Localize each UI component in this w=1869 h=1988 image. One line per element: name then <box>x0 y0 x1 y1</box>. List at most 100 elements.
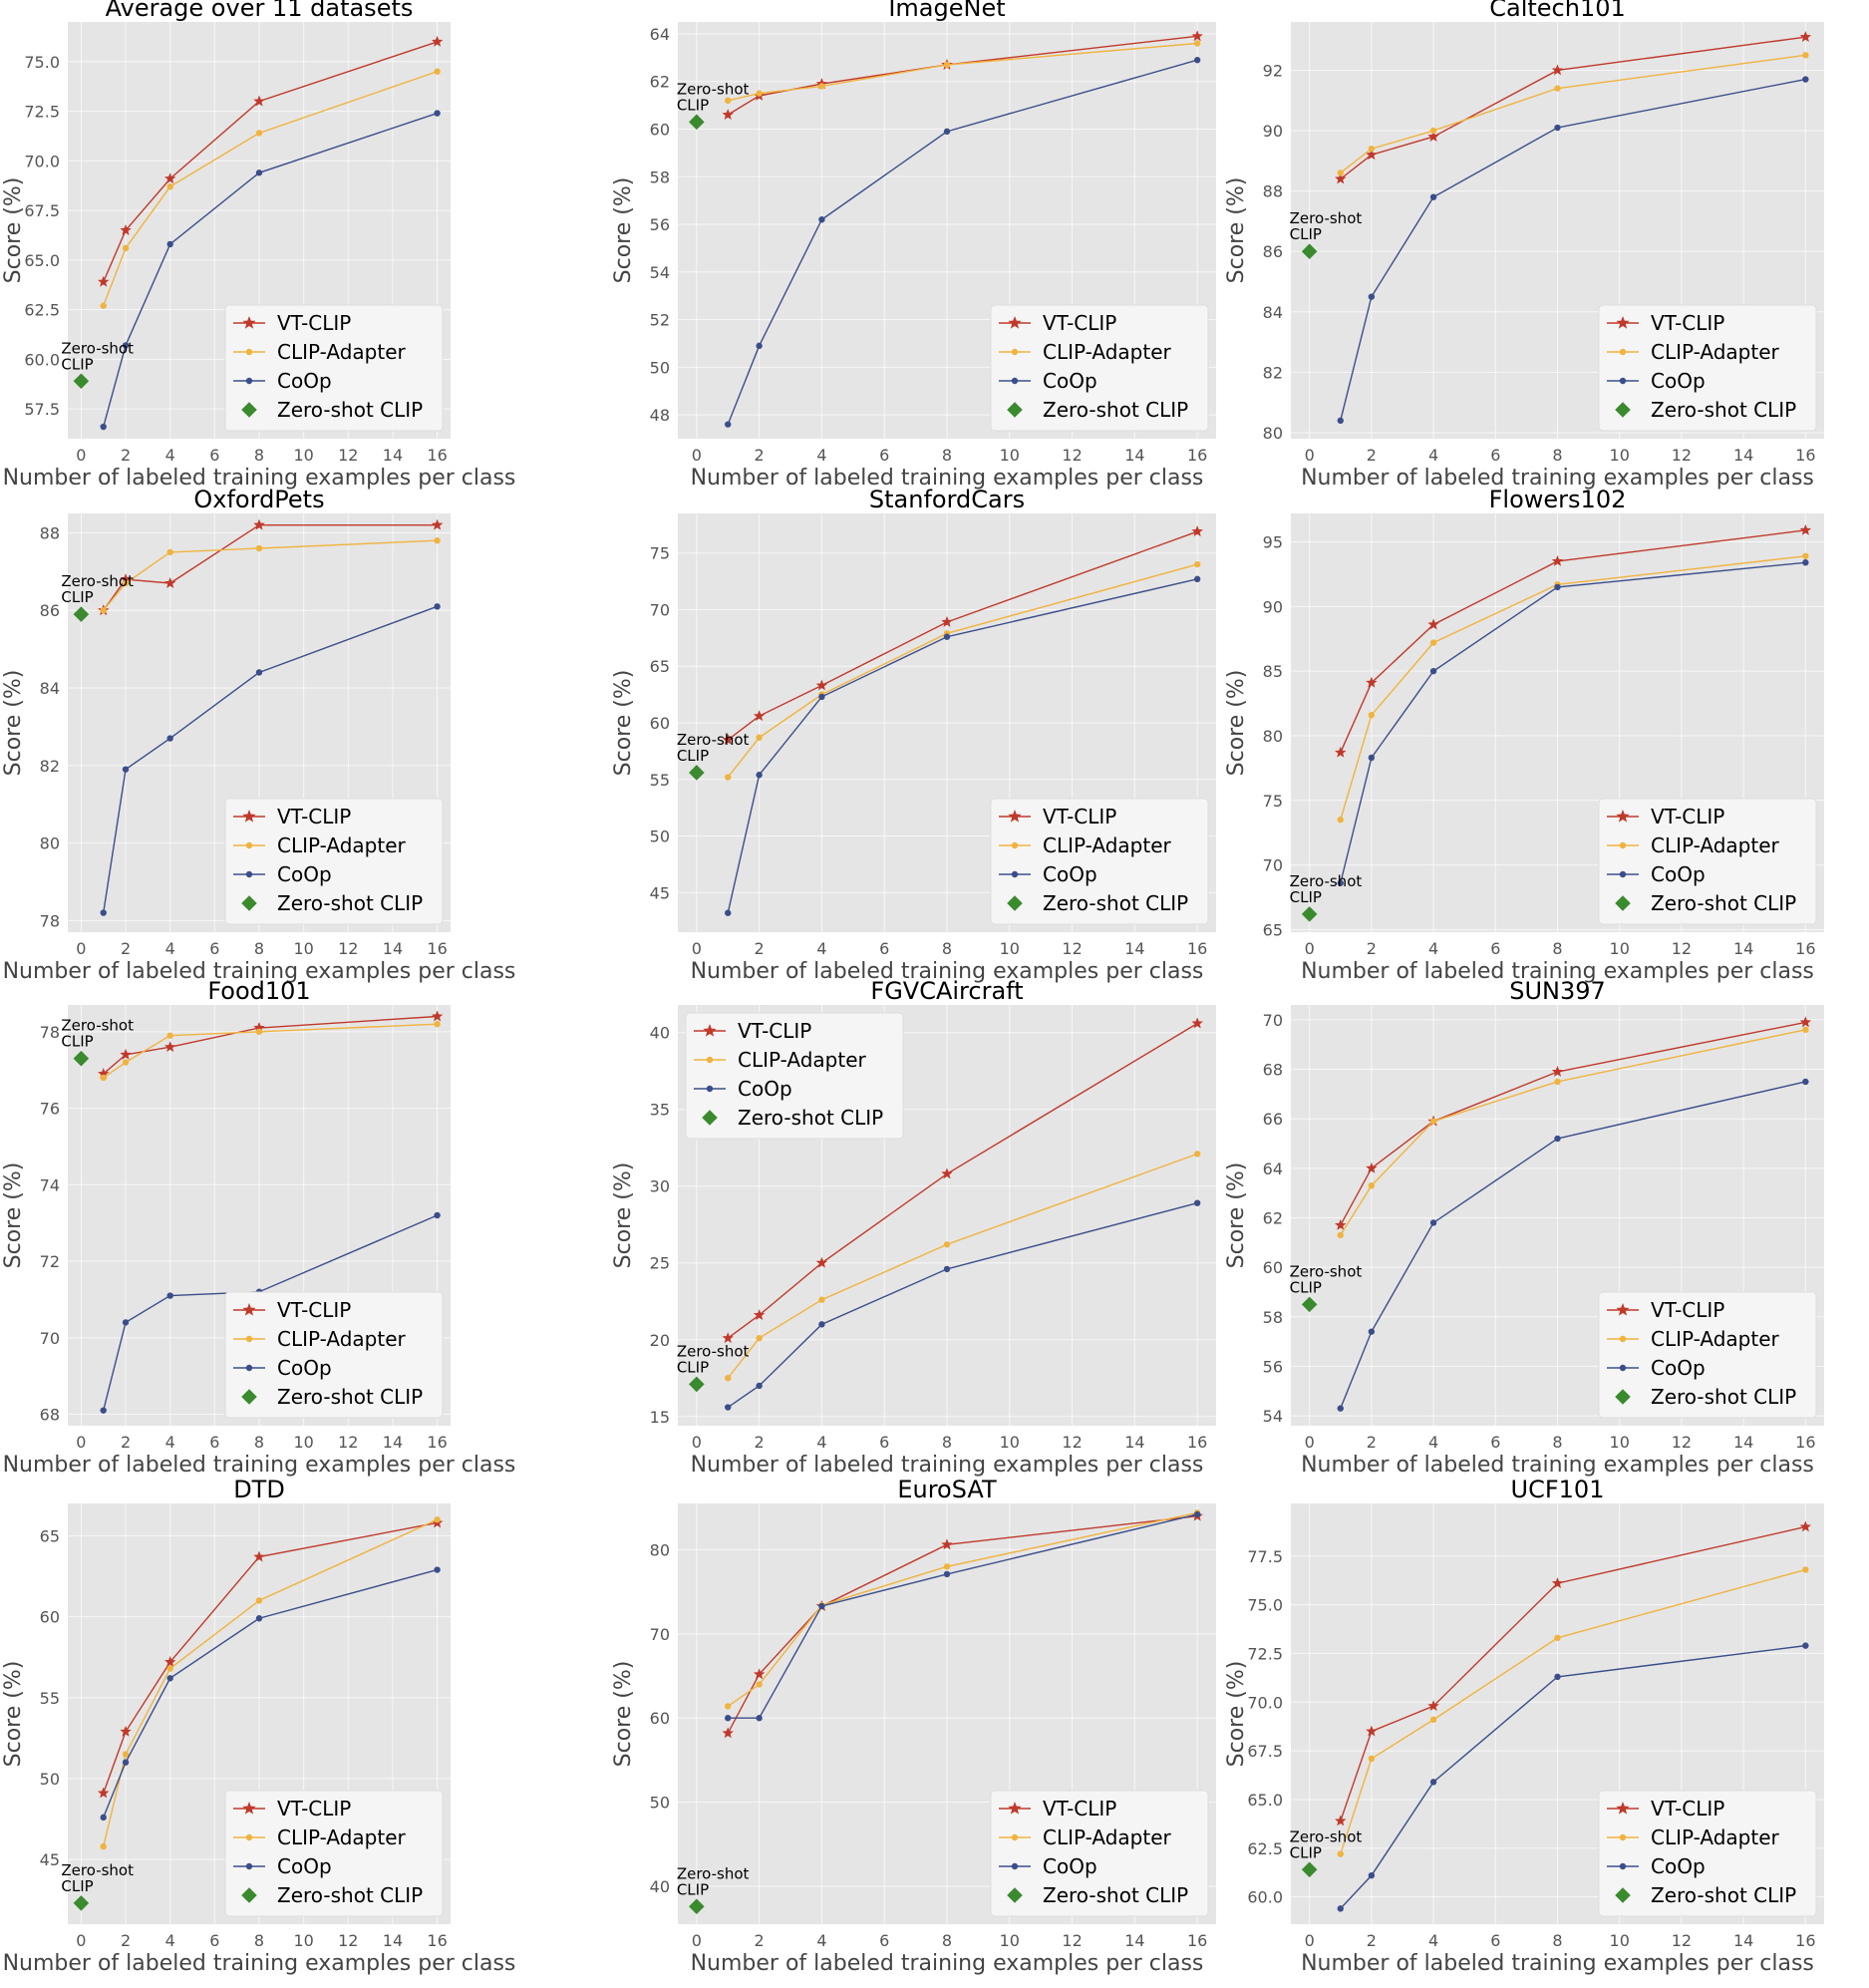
legend: VT-CLIP CLIP-Adapter CoOp Zero-shot CLIP <box>685 1012 904 1140</box>
legend-label: CoOp <box>738 1077 792 1101</box>
y-tick-label: 80 <box>1263 424 1283 443</box>
data-point <box>725 421 732 428</box>
legend-marker-diamond <box>241 895 257 911</box>
chart-title: OxfordPets <box>193 486 324 513</box>
data-point <box>253 95 265 107</box>
legend-label: VT-CLIP <box>277 1797 351 1821</box>
legend: VT-CLIP CLIP-Adapter CoOp Zero-shot CLIP <box>990 798 1209 925</box>
legend-marker-diamond <box>1615 1887 1631 1903</box>
y-tick-label: 75 <box>1263 792 1283 811</box>
legend-box <box>990 304 1209 432</box>
data-point <box>1554 583 1561 591</box>
data-point <box>1337 1850 1344 1857</box>
x-tick-label: 8 <box>942 446 952 465</box>
chart-panel-10: 0 2 4 6 8 10 12 14 16 45 50 55 60 65 DTD Number of labe… <box>1 1476 515 1976</box>
data-point <box>725 1375 732 1382</box>
legend-label: VT-CLIP <box>1651 1797 1724 1821</box>
data-point <box>1429 1219 1437 1226</box>
data-point <box>1554 1673 1561 1681</box>
data-point <box>100 302 107 309</box>
data-point <box>722 1332 734 1344</box>
y-tick-label: 60 <box>650 1709 670 1728</box>
zero-shot-label: Zero-shot CLIP <box>61 1017 134 1051</box>
data-point <box>1427 618 1439 630</box>
x-tick-label: 2 <box>121 1433 131 1452</box>
zero-shot-label-line: CLIP <box>61 1877 93 1895</box>
zero-shot-point <box>1301 1296 1318 1313</box>
y-axis-label: Score (%) <box>1224 670 1249 777</box>
data-point <box>100 1074 107 1082</box>
y-tick-label: 60.0 <box>1247 1888 1283 1907</box>
zero-shot-label-line: CLIP <box>1290 1278 1322 1296</box>
legend-label: VT-CLIP <box>277 311 351 335</box>
legend-label: CoOp <box>1651 369 1706 393</box>
y-tick-label: 60 <box>650 120 670 139</box>
zero-shot-label-line: Zero-shot <box>1290 1827 1363 1845</box>
data-point <box>166 240 173 248</box>
legend-marker-dot <box>1011 1833 1019 1841</box>
y-tick-label: 56 <box>650 215 670 234</box>
x-tick-label: 12 <box>1062 1433 1082 1452</box>
legend-marker-star <box>1616 1802 1630 1815</box>
data-point <box>943 1570 951 1578</box>
zero-shot-label-line: CLIP <box>61 1033 93 1051</box>
data-point <box>1335 1815 1347 1826</box>
data-point <box>815 679 828 691</box>
data-point <box>756 342 763 350</box>
y-tick-label: 48 <box>650 406 670 425</box>
y-tick-label: 55 <box>650 771 670 790</box>
data-point <box>1802 552 1809 559</box>
data-point <box>818 1321 825 1328</box>
y-tick-label: 70 <box>1263 856 1283 875</box>
legend-marker-dot <box>245 1833 253 1841</box>
zero-shot-label: Zero-shot CLIP <box>677 1864 750 1898</box>
data-point <box>122 766 130 773</box>
x-tick-label: 12 <box>1672 446 1692 465</box>
legend-label: VT-CLIP <box>1651 311 1724 335</box>
zero-shot-label-line: Zero-shot <box>1290 872 1363 890</box>
legend-label: CoOp <box>1043 369 1097 393</box>
data-point <box>1368 1182 1376 1189</box>
legend: VT-CLIP CLIP-Adapter CoOp Zero-shot CLIP <box>1598 798 1817 925</box>
data-point <box>100 1407 107 1414</box>
zero-shot-label: Zero-shot CLIP <box>61 1861 134 1895</box>
data-point <box>1551 1577 1564 1588</box>
x-tick-label: 6 <box>1490 1931 1500 1950</box>
legend-label: CLIP-Adapter <box>1651 833 1780 857</box>
data-point <box>163 1041 176 1053</box>
data-point <box>725 1703 732 1710</box>
y-axis-label: Score (%) <box>611 670 636 777</box>
y-tick-label: 65 <box>650 657 670 676</box>
x-axis-label: Number of labeled training examples per … <box>691 1951 1204 1976</box>
y-tick-label: 84 <box>1263 303 1283 322</box>
y-tick-label: 70 <box>1263 1011 1283 1030</box>
chart-title: Flowers102 <box>1489 486 1627 513</box>
data-point <box>98 1787 110 1799</box>
x-tick-label: 10 <box>1610 939 1630 958</box>
legend-label: Zero-shot CLIP <box>1651 398 1796 422</box>
legend-box <box>685 1012 904 1140</box>
legend-label: VT-CLIP <box>1043 1797 1116 1821</box>
x-tick-label: 4 <box>1428 1931 1438 1950</box>
legend-label: VT-CLIP <box>1651 1298 1724 1322</box>
legend-marker-diamond <box>1615 402 1631 418</box>
y-tick-label: 57.5 <box>24 400 60 419</box>
data-point <box>166 1292 173 1299</box>
data-point <box>120 1048 132 1060</box>
legend-marker-diamond <box>1615 1389 1631 1405</box>
legend-label: CoOp <box>277 1356 332 1380</box>
zero-shot-label: Zero-shot CLIP <box>677 1342 750 1376</box>
data-point <box>253 518 265 530</box>
x-tick-label: 10 <box>293 1433 313 1452</box>
y-tick-label: 90 <box>1263 597 1283 616</box>
data-point <box>255 1615 263 1622</box>
y-tick-label: 15 <box>650 1408 670 1427</box>
legend-marker-dot <box>1619 348 1627 356</box>
chart-panel-2: 0 2 4 6 8 10 12 14 16 48 50 52 54 56 58 60 62 64 ImageNet N… <box>611 0 1216 491</box>
x-tick-label: 12 <box>1672 1931 1692 1950</box>
y-tick-label: 68 <box>1263 1061 1283 1080</box>
x-tick-label: 10 <box>293 939 313 958</box>
data-point <box>725 1404 732 1411</box>
legend-marker-star <box>242 1303 256 1316</box>
